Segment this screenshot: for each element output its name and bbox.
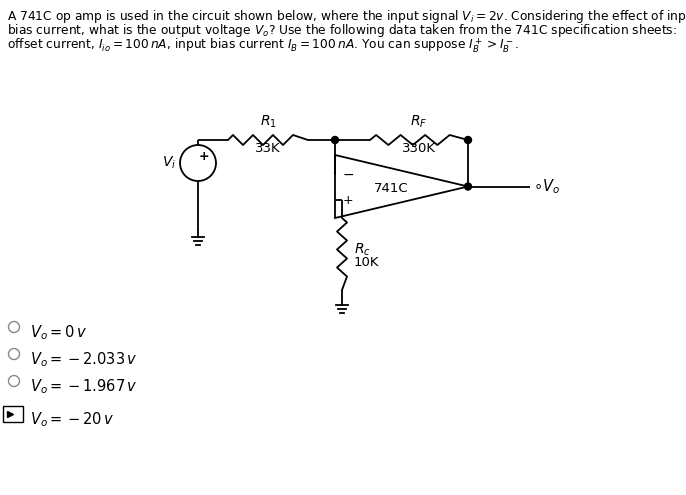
Text: 741C: 741C xyxy=(374,182,408,195)
Text: $R_c$: $R_c$ xyxy=(354,242,371,258)
Circle shape xyxy=(331,137,338,144)
Text: +: + xyxy=(199,150,209,163)
Text: −: − xyxy=(343,168,355,182)
Text: 33K: 33K xyxy=(255,143,281,155)
Text: $R_F$: $R_F$ xyxy=(410,114,427,130)
Text: $V_o = -1.967\, v$: $V_o = -1.967\, v$ xyxy=(30,377,138,396)
Circle shape xyxy=(464,183,471,190)
Text: offset current, $I_{io} = 100\, nA$, input bias current $I_B = 100\, nA$. You ca: offset current, $I_{io} = 100\, nA$, inp… xyxy=(7,36,519,55)
Text: 330K: 330K xyxy=(402,143,436,155)
Text: bias current, what is the output voltage $V_o$? Use the following data taken fro: bias current, what is the output voltage… xyxy=(7,22,686,39)
Text: $V_o = -2.033\, v$: $V_o = -2.033\, v$ xyxy=(30,350,138,369)
Text: $\circ V_o$: $\circ V_o$ xyxy=(533,177,560,196)
Text: 10K: 10K xyxy=(354,255,379,268)
Circle shape xyxy=(464,137,471,144)
Text: $V_o = 0\, v$: $V_o = 0\, v$ xyxy=(30,323,87,342)
Text: $V_i$: $V_i$ xyxy=(162,155,176,171)
Text: A 741C op amp is used in the circuit shown below, where the input signal $V_i = : A 741C op amp is used in the circuit sho… xyxy=(7,8,686,25)
Text: $R_1$: $R_1$ xyxy=(259,114,276,130)
Text: +: + xyxy=(343,194,353,207)
Text: $V_o = -20\, v$: $V_o = -20\, v$ xyxy=(30,410,115,429)
Bar xyxy=(3,406,23,422)
